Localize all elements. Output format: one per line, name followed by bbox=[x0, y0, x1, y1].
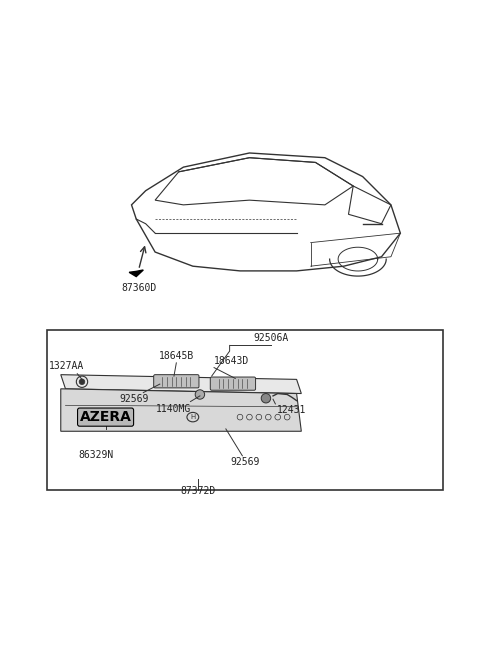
FancyBboxPatch shape bbox=[154, 375, 199, 388]
FancyBboxPatch shape bbox=[210, 377, 255, 390]
Text: 92569: 92569 bbox=[119, 394, 149, 403]
Text: H: H bbox=[190, 414, 195, 420]
Bar bbox=[47, 330, 443, 490]
Circle shape bbox=[195, 390, 204, 399]
Text: 1140MG: 1140MG bbox=[156, 404, 192, 414]
Text: 12431: 12431 bbox=[277, 405, 307, 415]
Text: 92569: 92569 bbox=[230, 457, 259, 467]
Text: 18645B: 18645B bbox=[159, 350, 194, 360]
Text: 87360D: 87360D bbox=[121, 283, 156, 293]
Text: 87372D: 87372D bbox=[180, 485, 215, 496]
Text: 92506A: 92506A bbox=[253, 333, 288, 343]
Text: 18643D: 18643D bbox=[214, 356, 249, 366]
Circle shape bbox=[261, 394, 271, 403]
Text: 86329N: 86329N bbox=[79, 450, 114, 460]
Polygon shape bbox=[129, 270, 144, 276]
Text: 1327AA: 1327AA bbox=[49, 362, 84, 371]
Text: AZERA: AZERA bbox=[80, 410, 132, 424]
Polygon shape bbox=[61, 389, 301, 431]
Polygon shape bbox=[61, 375, 301, 394]
Circle shape bbox=[79, 379, 85, 384]
